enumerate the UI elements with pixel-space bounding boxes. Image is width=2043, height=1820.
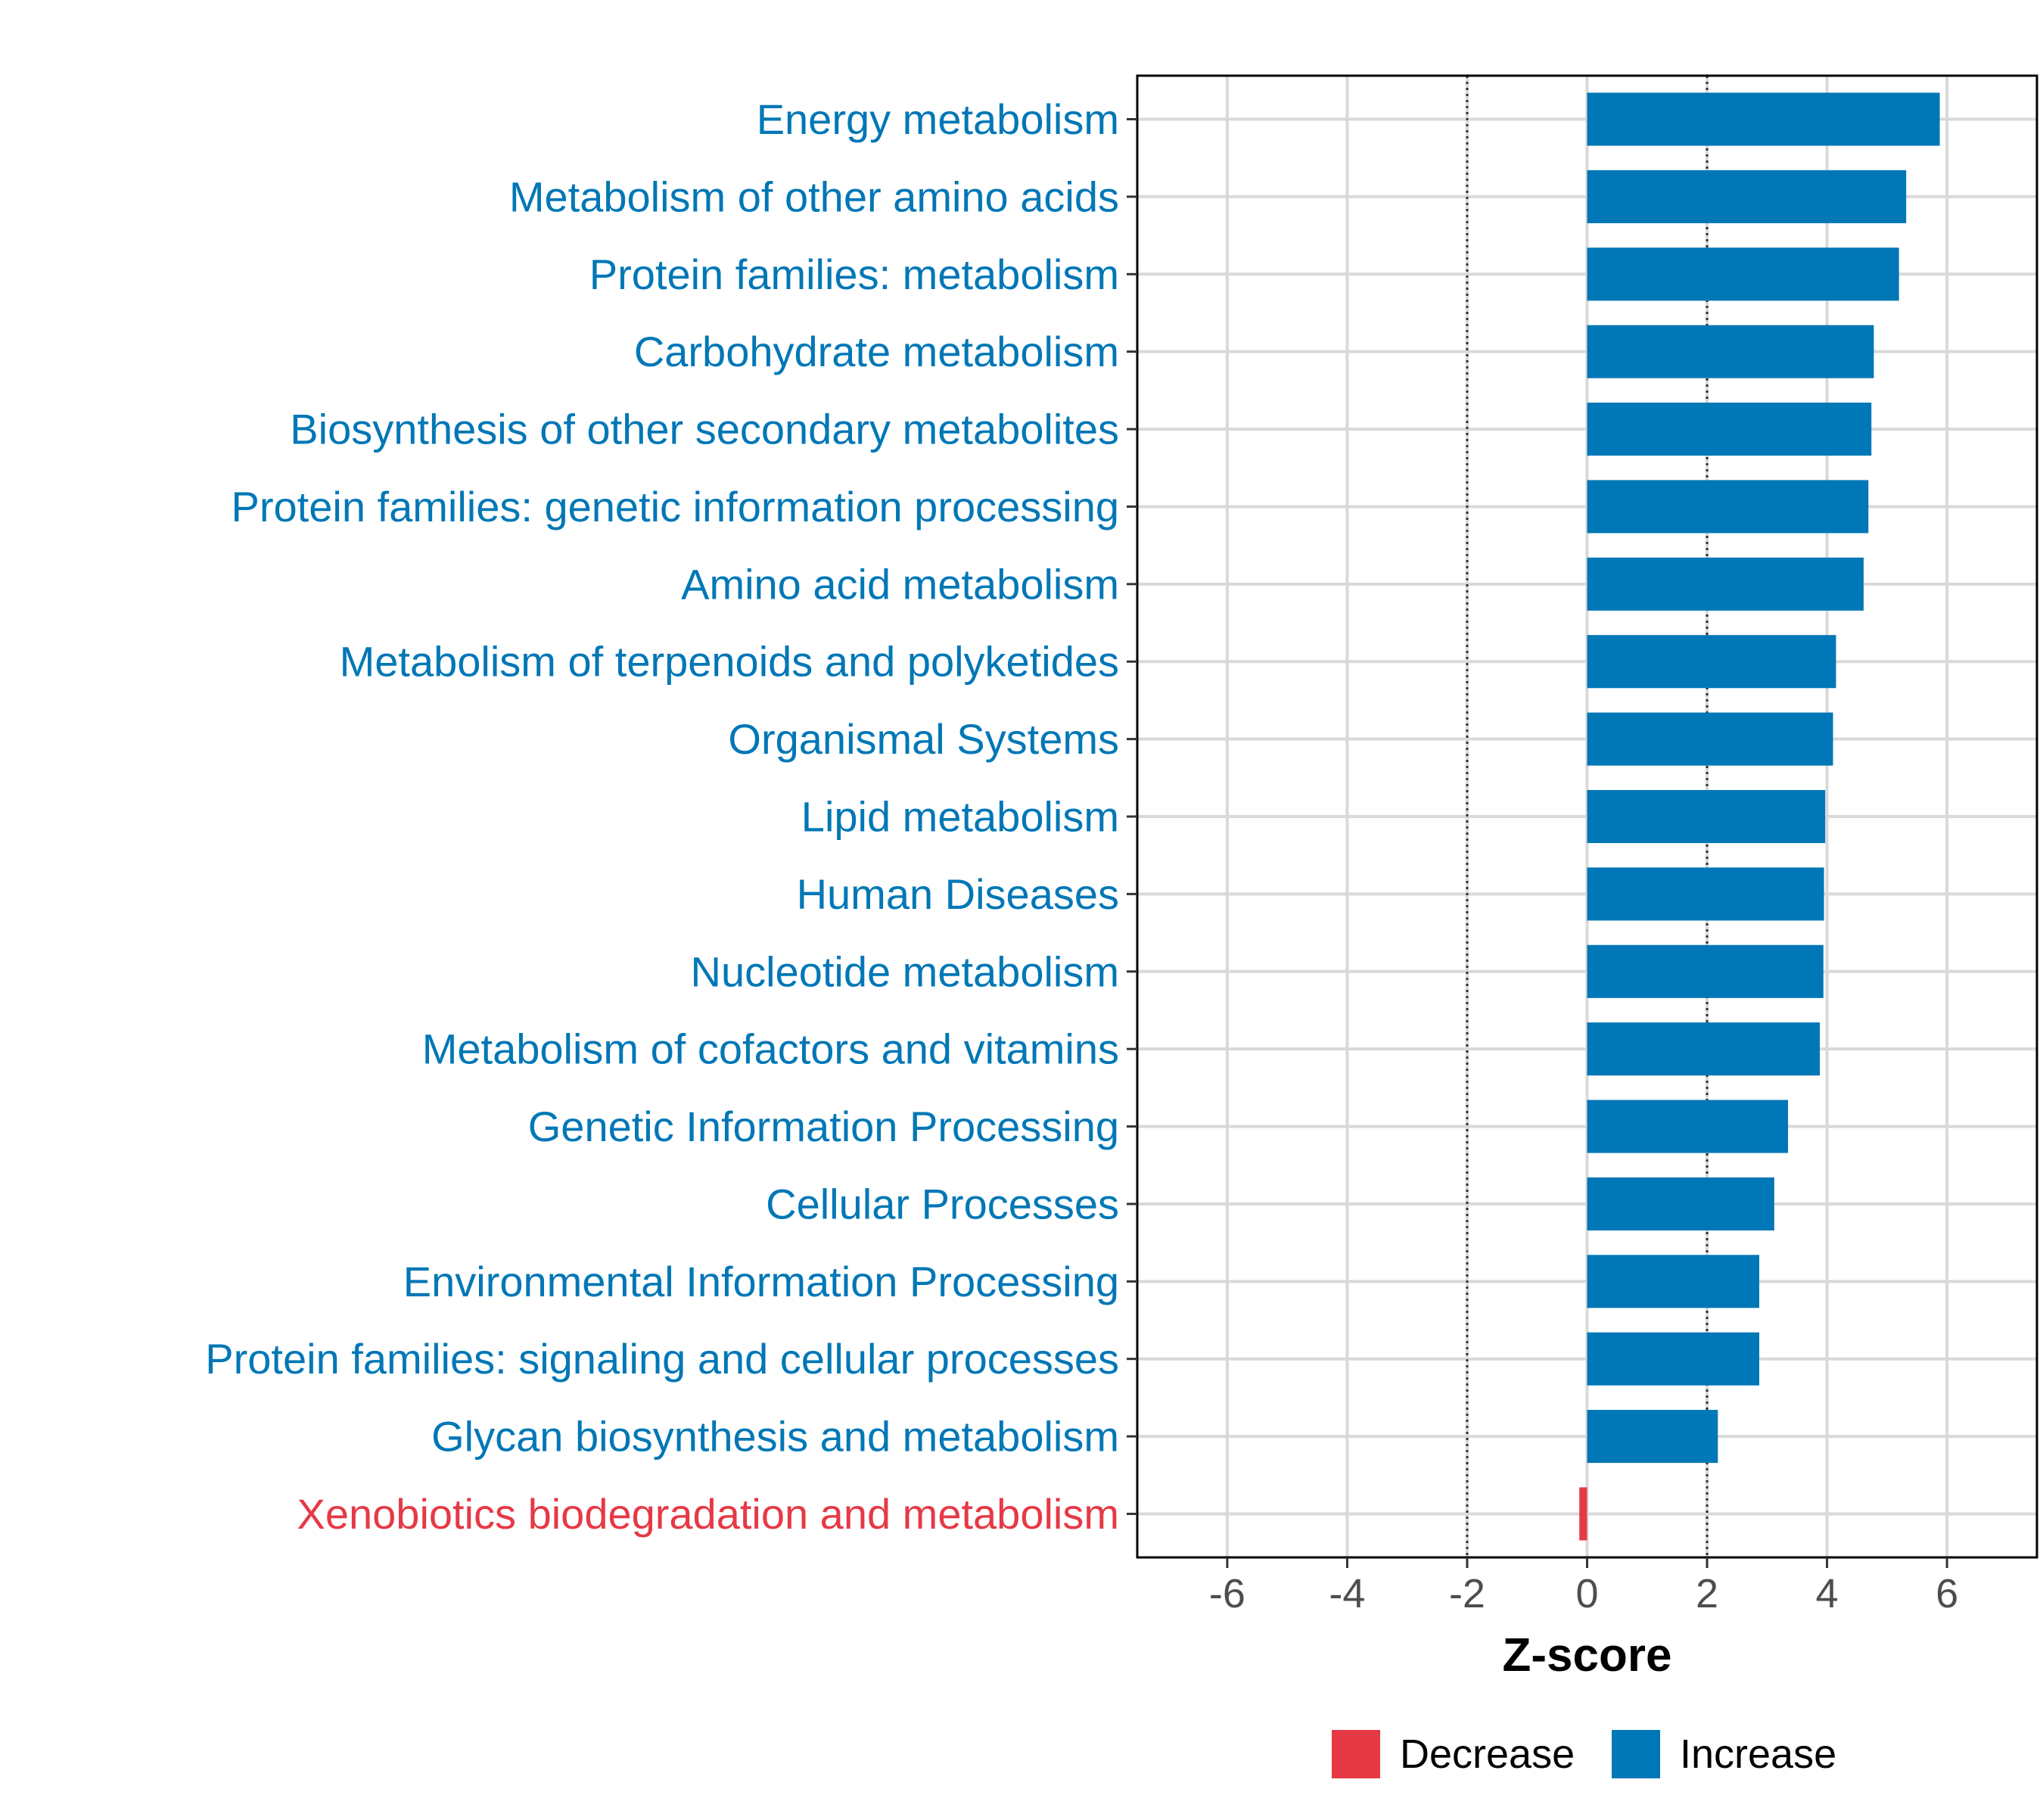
bar (1587, 944, 1824, 998)
y-tick-label: Nucleotide metabolism (691, 947, 1119, 995)
bar (1587, 867, 1824, 921)
bar (1587, 1332, 1759, 1386)
bar (1587, 170, 1907, 223)
y-tick-label: Organismal Systems (728, 715, 1119, 763)
y-tick-label: Protein families: metabolism (589, 250, 1119, 298)
y-tick-label: Protein families: genetic information pr… (232, 483, 1119, 530)
y-tick-label: Glycan biosynthesis and metabolism (431, 1413, 1119, 1461)
y-axis-labels: Energy metabolism Metabolism of other ami… (205, 95, 1119, 1538)
bar (1587, 247, 1899, 301)
bar (1587, 403, 1872, 456)
bars (1579, 92, 1940, 1541)
x-axis-title: Z-score (1503, 1629, 1672, 1682)
x-tick-label: -2 (1449, 1571, 1485, 1616)
x-tick-label: -4 (1329, 1571, 1365, 1616)
bar (1587, 1022, 1821, 1076)
bar (1587, 1410, 1718, 1464)
y-tick-label: Environmental Information Processing (403, 1258, 1119, 1305)
bar (1579, 1487, 1587, 1541)
y-tick-label: Human Diseases (797, 870, 1119, 918)
bar (1587, 557, 1864, 611)
y-tick-label: Metabolism of cofactors and vitamins (422, 1025, 1119, 1073)
y-tick-label: Biosynthesis of other secondary metaboli… (290, 406, 1119, 453)
x-tick-label: 4 (1816, 1571, 1839, 1616)
y-tick-label: Carbohydrate metabolism (634, 328, 1119, 375)
bar (1587, 1100, 1789, 1153)
y-tick-label: Genetic Information Processing (528, 1103, 1119, 1150)
x-tick-label: 2 (1696, 1571, 1718, 1616)
bar (1587, 480, 1869, 534)
x-axis-tick-labels: -6 -4 -2 0 2 4 6 (1209, 1571, 1958, 1616)
bar (1587, 1255, 1759, 1308)
legend-label: Decrease (1400, 1731, 1575, 1777)
y-axis-ticks (1127, 118, 1137, 1515)
y-tick-label: Xenobiotics biodegradation and metabolis… (297, 1490, 1119, 1538)
bar (1587, 92, 1940, 146)
legend-swatch (1332, 1730, 1380, 1778)
bar (1587, 789, 1826, 844)
legend-label: Increase (1680, 1731, 1836, 1777)
bar (1587, 712, 1833, 766)
legend-swatch (1612, 1730, 1660, 1778)
y-tick-label: Cellular Processes (766, 1180, 1119, 1227)
x-axis-ticks (1226, 1557, 1948, 1568)
x-tick-label: -6 (1209, 1571, 1245, 1616)
legend: Decrease Increase (1332, 1730, 1836, 1778)
y-tick-label: Protein families: signaling and cellular… (205, 1335, 1119, 1383)
x-tick-label: 0 (1575, 1571, 1598, 1616)
y-tick-label: Metabolism of terpenoids and polyketides (340, 638, 1119, 686)
bar (1587, 325, 1874, 378)
y-tick-label: Energy metabolism (757, 95, 1119, 143)
y-tick-label: Metabolism of other amino acids (509, 173, 1119, 220)
x-tick-label: 6 (1936, 1571, 1958, 1616)
bar (1587, 635, 1836, 689)
y-tick-label: Lipid metabolism (801, 793, 1119, 841)
y-tick-label: Amino acid metabolism (681, 560, 1119, 608)
bar (1587, 1177, 1774, 1230)
